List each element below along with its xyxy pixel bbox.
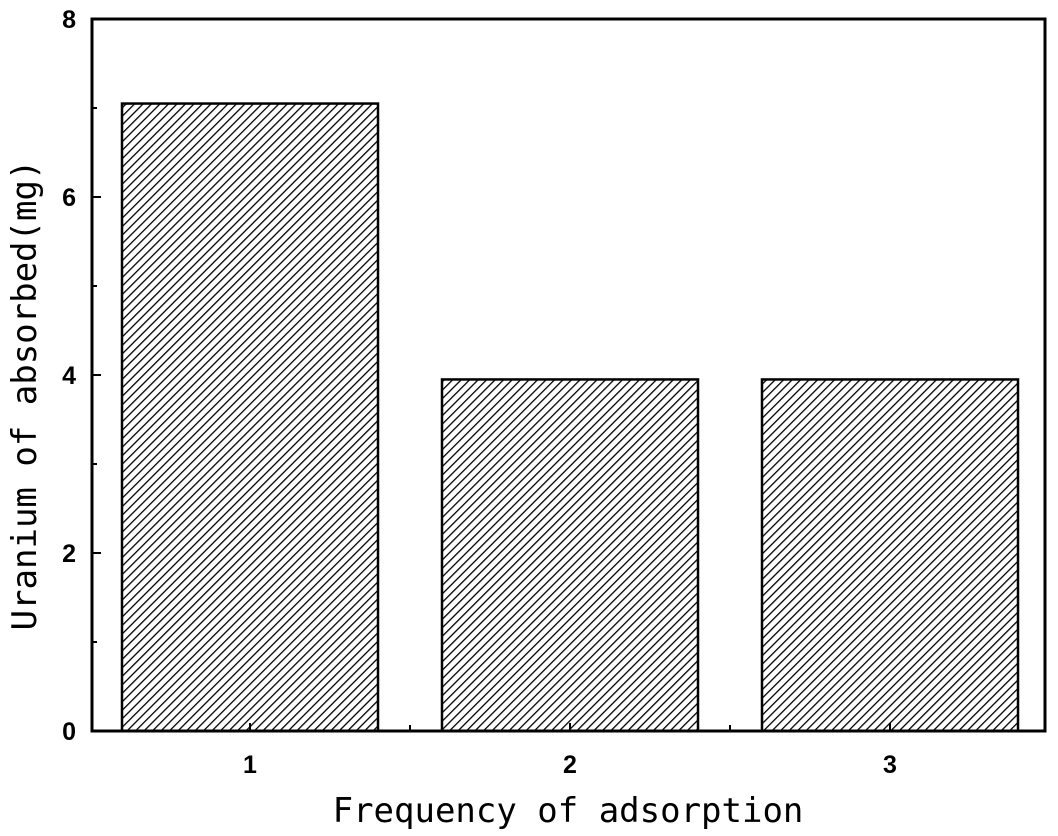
bars-layer xyxy=(120,102,1020,733)
plot-frame xyxy=(90,17,1047,733)
x-tick-label: 2 xyxy=(563,751,577,779)
y-axis-title: Uranium of absorbed(mg) xyxy=(5,160,45,631)
bar-1 xyxy=(120,102,380,733)
y-tick-label: 2 xyxy=(62,540,76,568)
bar-2 xyxy=(440,378,700,733)
x-tick-label: 3 xyxy=(883,751,897,779)
y-tick-label: 4 xyxy=(62,362,76,390)
x-axis-title: Frequency of adsorption xyxy=(333,791,804,831)
y-tick-label: 8 xyxy=(62,6,76,34)
bar-3 xyxy=(760,378,1020,733)
y-tick-label: 0 xyxy=(62,718,76,746)
y-tick-label: 6 xyxy=(62,184,76,212)
x-tick-label: 1 xyxy=(243,751,257,779)
ticks-layer: 1 2 3 0 2 4 6 8 xyxy=(62,6,897,779)
